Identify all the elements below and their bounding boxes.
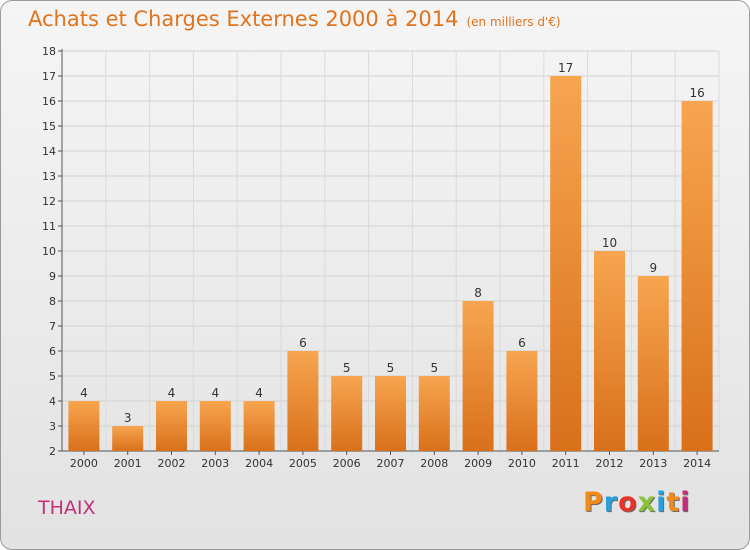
bar-2002 [156, 401, 187, 451]
logo-letter: x [637, 487, 657, 518]
value-label-2002: 4 [168, 386, 176, 400]
x-tick-label-2009: 2009 [464, 457, 492, 470]
bar-2009 [462, 301, 494, 451]
bar-2004 [243, 401, 275, 451]
bar-2014 [681, 101, 713, 451]
x-tick-label-2004: 2004 [245, 457, 273, 470]
x-tick-label-2013: 2013 [639, 457, 667, 470]
bar-2010 [506, 351, 538, 451]
x-tick-label-2011: 2011 [552, 457, 580, 470]
proxiti-logo: Proxiti [583, 487, 691, 518]
bar-2005 [287, 351, 319, 451]
x-tick-label-2002: 2002 [158, 457, 186, 470]
y-tick-label: 14 [42, 145, 56, 158]
bar-2003 [199, 401, 231, 451]
bar-2001 [112, 426, 144, 451]
x-tick-label-2008: 2008 [420, 457, 448, 470]
chart-subtitle: (en milliers d'€) [466, 15, 561, 29]
value-label-2014: 16 [689, 86, 704, 100]
bar-2011 [550, 76, 582, 451]
x-tick-label-2003: 2003 [201, 457, 229, 470]
x-tick-label-2010: 2010 [508, 457, 536, 470]
value-label-2001: 3 [124, 411, 132, 425]
y-tick-label: 13 [42, 170, 56, 183]
value-label-2006: 5 [343, 361, 351, 375]
x-tick-label-2001: 2001 [114, 457, 142, 470]
y-tick-label: 3 [49, 420, 56, 433]
y-tick-label: 6 [49, 345, 56, 358]
y-tick-label: 8 [49, 295, 56, 308]
y-tick-label: 2 [49, 445, 56, 458]
bar-layer [68, 76, 713, 451]
y-tick-label: 17 [42, 70, 56, 83]
x-tick-label-2014: 2014 [683, 457, 711, 470]
value-label-2009: 8 [474, 286, 482, 300]
value-label-2005: 6 [299, 336, 307, 350]
x-tick-label-2005: 2005 [289, 457, 317, 470]
logo-letter: i [656, 487, 667, 518]
value-label-2012: 10 [602, 236, 617, 250]
logo-letter: i [680, 487, 691, 518]
x-tick-label-2007: 2007 [377, 457, 405, 470]
value-label-2003: 4 [211, 386, 219, 400]
value-label-2004: 4 [255, 386, 263, 400]
x-tick-label-2012: 2012 [596, 457, 624, 470]
y-tick-label: 11 [42, 220, 56, 233]
logo-letter: o [618, 487, 638, 518]
y-tick-label: 16 [42, 95, 56, 108]
y-tick-label: 12 [42, 195, 56, 208]
y-tick-label: 10 [42, 245, 56, 258]
value-label-2008: 5 [430, 361, 438, 375]
bar-2013 [637, 276, 669, 451]
y-tick-label: 9 [49, 270, 56, 283]
x-tick-label-2000: 2000 [70, 457, 98, 470]
value-label-2011: 17 [558, 61, 573, 75]
x-tick-label-2006: 2006 [333, 457, 361, 470]
bar-2008 [418, 376, 450, 451]
y-tick-label: 7 [49, 320, 56, 333]
bar-2006 [331, 376, 363, 451]
value-label-2010: 6 [518, 336, 526, 350]
value-label-2000: 4 [80, 386, 88, 400]
chart-title-main: Achats et Charges Externes 2000 à 2014 [28, 7, 459, 31]
y-tick-label: 15 [42, 120, 56, 133]
bar-2012 [594, 251, 625, 451]
y-tick-label: 5 [49, 370, 56, 383]
commune-name: THAIX [38, 497, 96, 519]
chart-title: Achats et Charges Externes 2000 à 2014 (e… [28, 7, 561, 31]
bar-2007 [375, 376, 406, 451]
label-layer: 4 3 4 4 4 6 5 5 5 8 6 17 10 9 16 [80, 61, 705, 425]
logo-letter: P [583, 487, 604, 518]
axis-layer: 2 3 4 5 6 7 8 9 10 11 12 13 14 15 16 17 18 2000 2001 2002 20… [42, 45, 719, 470]
value-label-2013: 9 [649, 261, 657, 275]
logo-letter: t [666, 487, 681, 518]
y-tick-label: 4 [49, 395, 56, 408]
value-label-2007: 5 [387, 361, 395, 375]
logo-letter: r [603, 487, 619, 518]
bar-2000 [68, 401, 100, 451]
y-tick-label: 18 [42, 45, 56, 58]
